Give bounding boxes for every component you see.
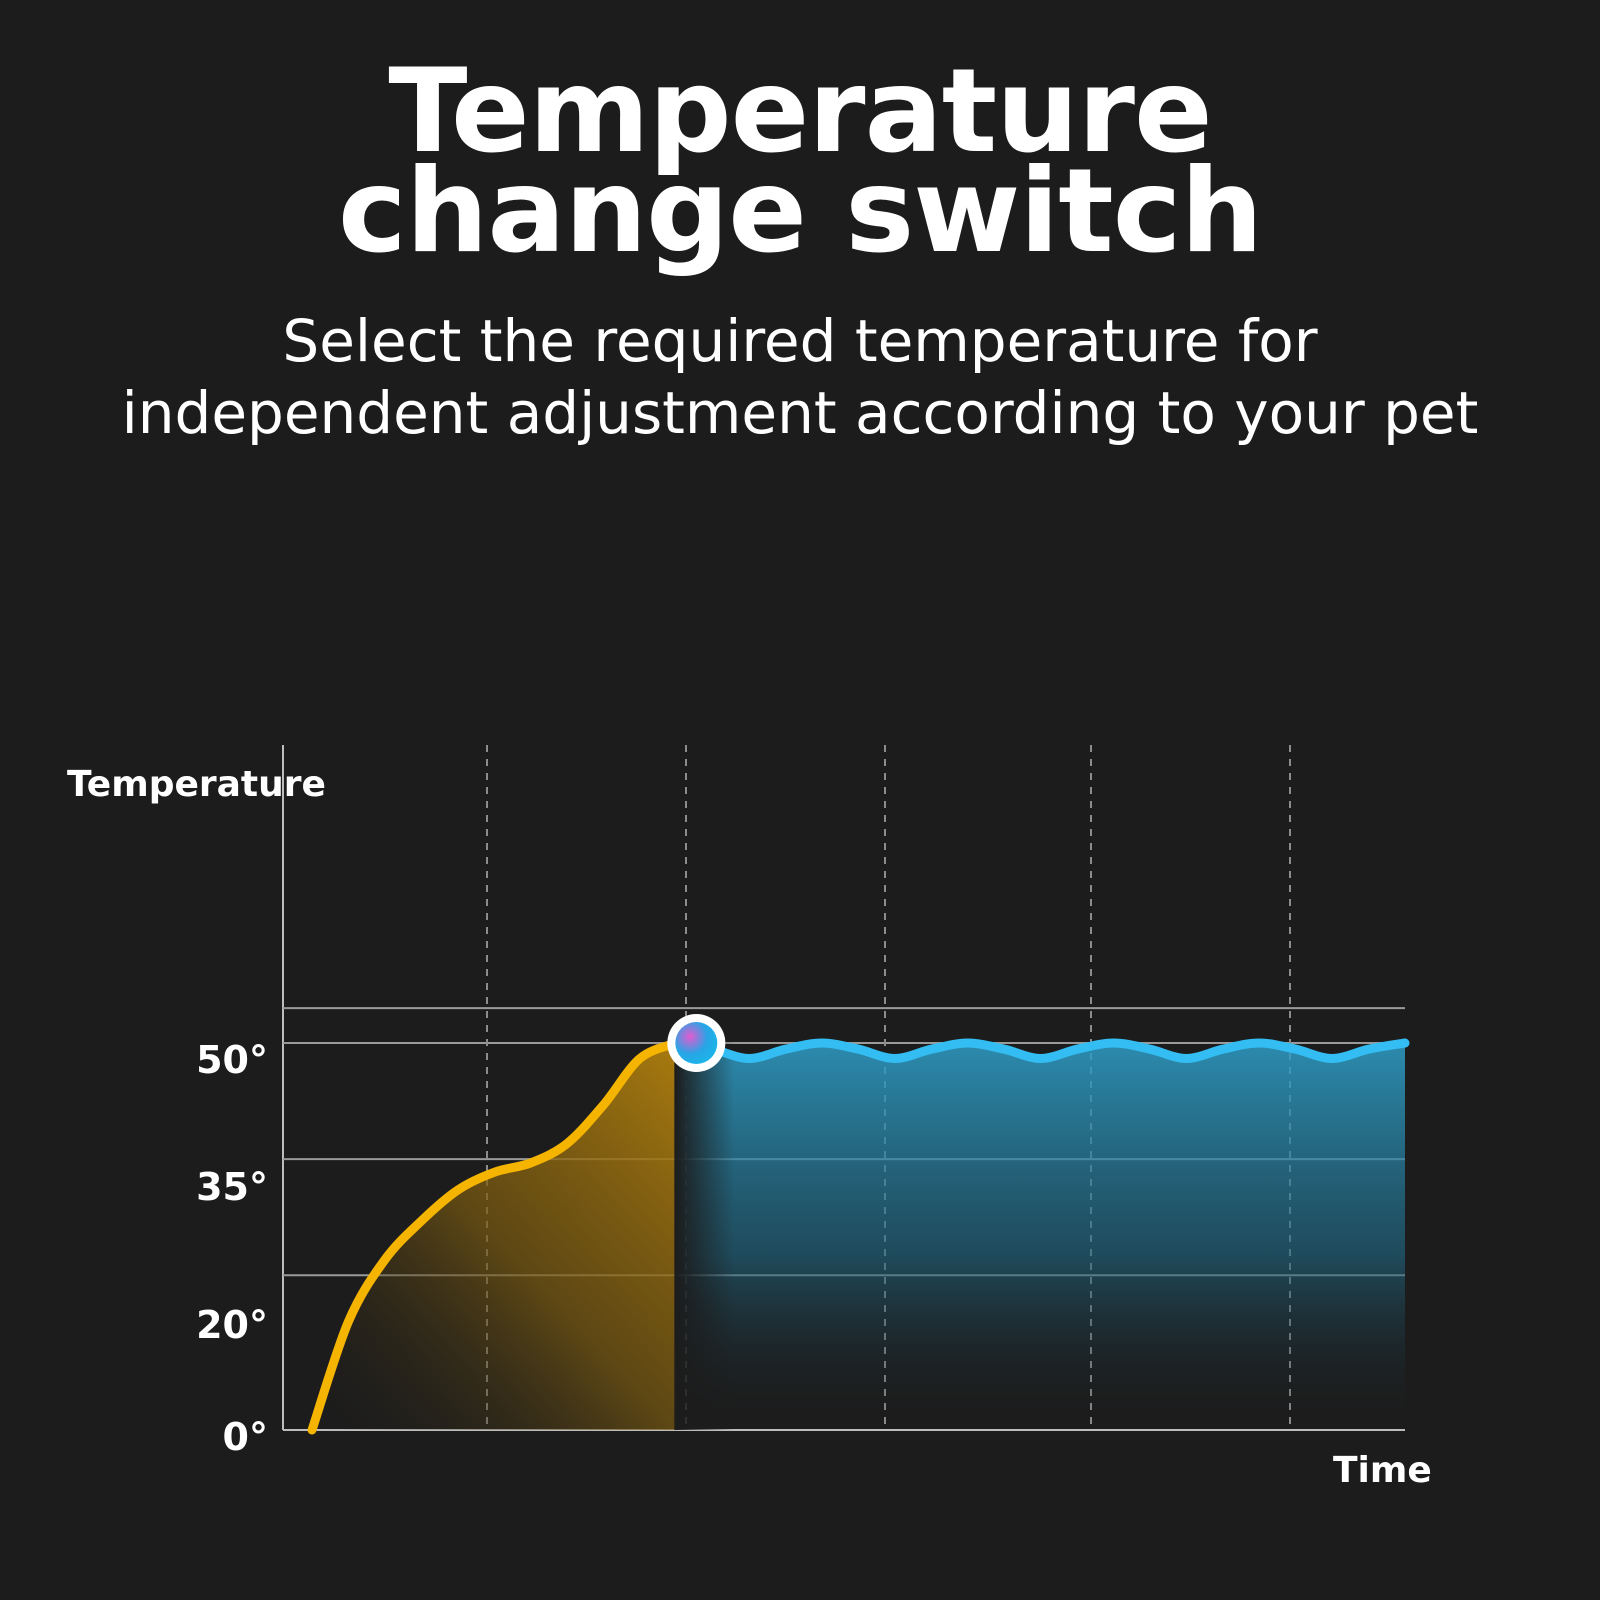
series-1-area <box>676 1043 1405 1430</box>
subtitle-line-2: independent adjustment according to your… <box>121 379 1479 447</box>
set-point-marker <box>667 1014 726 1072</box>
marker-dot <box>675 1022 718 1064</box>
x-axis-label: Time <box>1333 1450 1432 1491</box>
title-line-1: Temperature <box>388 44 1212 179</box>
series-1-area-edge <box>674 1027 735 1430</box>
y-axis-label: Temperature <box>67 764 326 805</box>
y-tick-labels: 0° 20° 35° 50° <box>196 1038 268 1459</box>
series-0-area <box>312 1043 677 1430</box>
subtitle-line-1: Select the required temperature for <box>282 307 1318 375</box>
area-fills <box>312 1027 1405 1430</box>
y-tick-label-2: 35° <box>196 1165 268 1209</box>
y-tick-label-3: 50° <box>196 1038 268 1082</box>
y-tick-label-1: 20° <box>196 1303 268 1347</box>
series-0-line <box>307 1038 681 1435</box>
page-title: Temperature change switch <box>0 44 1600 279</box>
title-line-2: change switch <box>337 144 1263 279</box>
y-tick-label-0: 0° <box>223 1415 268 1459</box>
series-1-line <box>671 1038 1410 1063</box>
axis-labels: Temperature Time <box>67 764 1432 1491</box>
series-lines <box>307 1038 1410 1435</box>
page-subtitle: Select the required temperature for inde… <box>0 305 1600 449</box>
